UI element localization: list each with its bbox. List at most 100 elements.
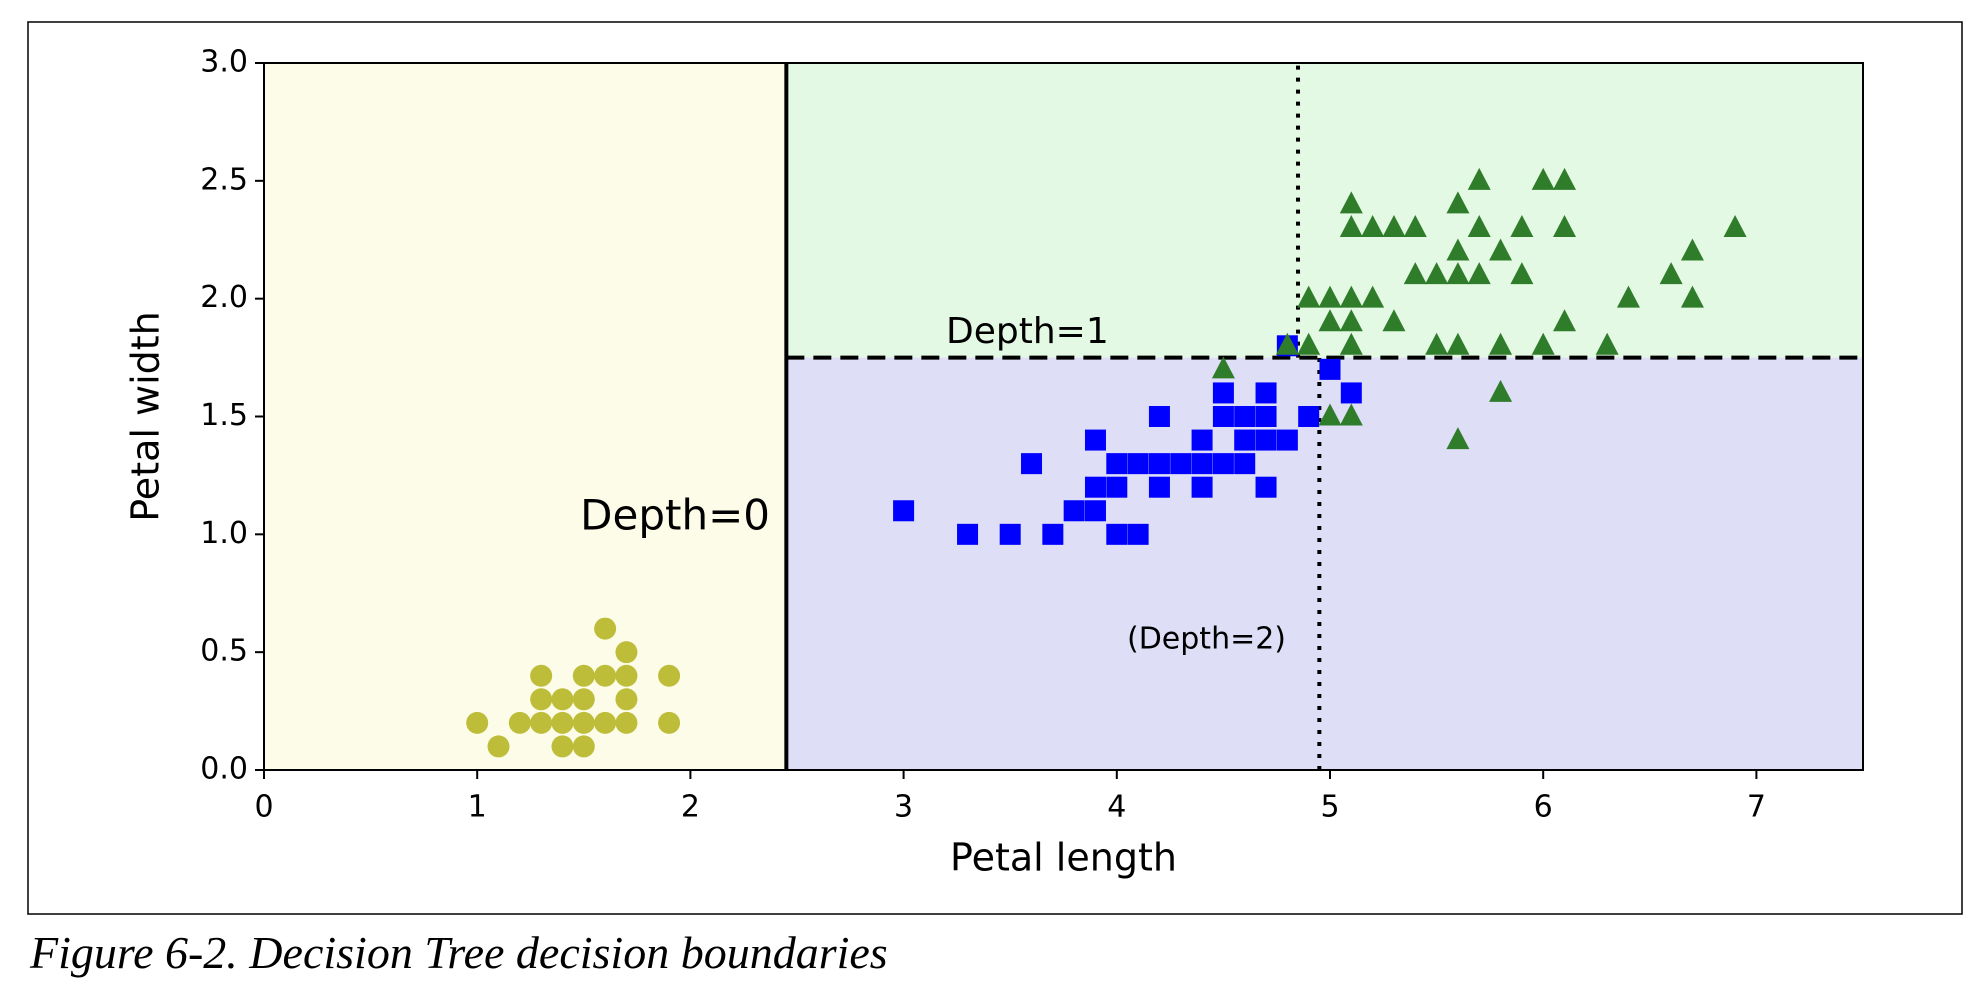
point-square bbox=[1191, 476, 1213, 498]
point-triangle bbox=[1339, 403, 1363, 426]
y-tick-label: 3.0 bbox=[200, 45, 248, 80]
point-triangle bbox=[1446, 191, 1470, 214]
point-triangle bbox=[1446, 262, 1470, 285]
point-square bbox=[957, 523, 979, 545]
x-tick-label: 0 bbox=[254, 790, 273, 825]
point-square bbox=[1170, 453, 1192, 475]
point-square bbox=[1298, 406, 1320, 427]
point-circle bbox=[572, 664, 595, 687]
point-circle bbox=[572, 688, 595, 711]
point-square bbox=[1234, 406, 1256, 427]
point-circle bbox=[551, 735, 574, 758]
point-circle bbox=[487, 735, 510, 758]
point-square bbox=[1212, 453, 1234, 475]
point-square bbox=[1191, 453, 1213, 475]
annotation: (Depth=2) bbox=[1127, 622, 1286, 657]
point-circle bbox=[508, 711, 531, 734]
region bbox=[786, 63, 1863, 358]
point-triangle bbox=[1531, 332, 1555, 355]
point-circle bbox=[658, 664, 681, 687]
x-tick-label: 1 bbox=[468, 790, 487, 825]
point-triangle bbox=[1403, 214, 1427, 237]
point-circle bbox=[615, 688, 638, 711]
point-circle bbox=[530, 664, 553, 687]
point-triangle bbox=[1297, 332, 1321, 355]
point-square bbox=[1021, 453, 1043, 475]
point-circle bbox=[530, 688, 553, 711]
point-triangle bbox=[1680, 285, 1704, 308]
point-triangle bbox=[1489, 332, 1513, 355]
point-triangle bbox=[1339, 191, 1363, 214]
point-triangle bbox=[1553, 167, 1577, 190]
point-triangle bbox=[1531, 167, 1555, 190]
point-triangle bbox=[1403, 262, 1427, 285]
point-circle bbox=[466, 711, 489, 734]
point-triangle bbox=[1318, 403, 1342, 426]
point-square bbox=[893, 500, 915, 522]
y-tick-label: 2.0 bbox=[200, 280, 248, 315]
point-triangle bbox=[1211, 356, 1235, 379]
region bbox=[786, 357, 1863, 770]
point-triangle bbox=[1425, 332, 1449, 355]
point-circle bbox=[594, 664, 617, 687]
point-square bbox=[1106, 453, 1128, 475]
point-triangle bbox=[1275, 332, 1299, 355]
point-triangle bbox=[1723, 214, 1747, 237]
point-triangle bbox=[1339, 214, 1363, 237]
point-circle bbox=[572, 711, 595, 734]
point-square bbox=[1042, 523, 1064, 545]
point-square bbox=[1148, 453, 1170, 475]
region bbox=[264, 63, 787, 770]
point-circle bbox=[572, 735, 595, 758]
point-circle bbox=[551, 711, 574, 734]
point-triangle bbox=[1680, 238, 1704, 261]
point-triangle bbox=[1510, 262, 1534, 285]
point-circle bbox=[530, 711, 553, 734]
y-tick-label: 2.5 bbox=[200, 162, 248, 197]
point-triangle bbox=[1446, 427, 1470, 450]
point-circle bbox=[658, 711, 681, 734]
point-triangle bbox=[1339, 309, 1363, 332]
point-triangle bbox=[1553, 214, 1577, 237]
point-triangle bbox=[1467, 214, 1491, 237]
point-square bbox=[1212, 406, 1234, 427]
point-triangle bbox=[1382, 309, 1406, 332]
x-tick-label: 5 bbox=[1320, 790, 1339, 825]
point-triangle bbox=[1425, 262, 1449, 285]
point-square bbox=[1084, 500, 1106, 522]
point-triangle bbox=[1339, 332, 1363, 355]
point-circle bbox=[615, 711, 638, 734]
point-square bbox=[1234, 453, 1256, 475]
point-circle bbox=[594, 617, 617, 640]
point-triangle bbox=[1467, 167, 1491, 190]
y-axis-label: Petal width bbox=[124, 311, 168, 522]
point-square bbox=[1340, 382, 1362, 404]
point-square bbox=[1276, 429, 1298, 451]
point-square bbox=[1127, 453, 1149, 475]
point-square bbox=[1255, 406, 1277, 427]
point-square bbox=[1127, 523, 1149, 545]
figure-frame bbox=[27, 21, 1963, 915]
point-circle bbox=[615, 641, 638, 664]
point-square bbox=[1084, 429, 1106, 451]
point-circle bbox=[551, 688, 574, 711]
point-triangle bbox=[1382, 214, 1406, 237]
point-square bbox=[1255, 382, 1277, 404]
point-triangle bbox=[1616, 285, 1640, 308]
point-square bbox=[1148, 476, 1170, 498]
point-triangle bbox=[1318, 309, 1342, 332]
y-tick-label: 1.5 bbox=[200, 398, 248, 433]
point-square bbox=[1191, 429, 1213, 451]
point-square bbox=[1063, 500, 1085, 522]
point-square bbox=[1255, 476, 1277, 498]
x-tick-label: 3 bbox=[894, 790, 913, 825]
y-tick-label: 0.5 bbox=[200, 634, 248, 669]
y-tick-label: 1.0 bbox=[200, 516, 248, 551]
point-triangle bbox=[1595, 332, 1619, 355]
point-triangle bbox=[1489, 379, 1513, 402]
point-triangle bbox=[1318, 285, 1342, 308]
point-triangle bbox=[1339, 285, 1363, 308]
x-tick-label: 7 bbox=[1747, 790, 1766, 825]
point-triangle bbox=[1510, 214, 1534, 237]
